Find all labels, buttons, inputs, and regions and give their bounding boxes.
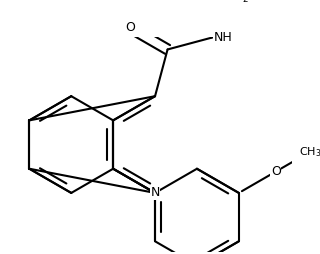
Text: NH$_2$: NH$_2$ bbox=[224, 0, 249, 5]
Text: NH: NH bbox=[214, 31, 233, 44]
Text: N: N bbox=[150, 186, 160, 199]
Text: O: O bbox=[125, 21, 135, 34]
Text: O: O bbox=[271, 165, 281, 178]
Text: CH$_3$: CH$_3$ bbox=[299, 145, 320, 159]
